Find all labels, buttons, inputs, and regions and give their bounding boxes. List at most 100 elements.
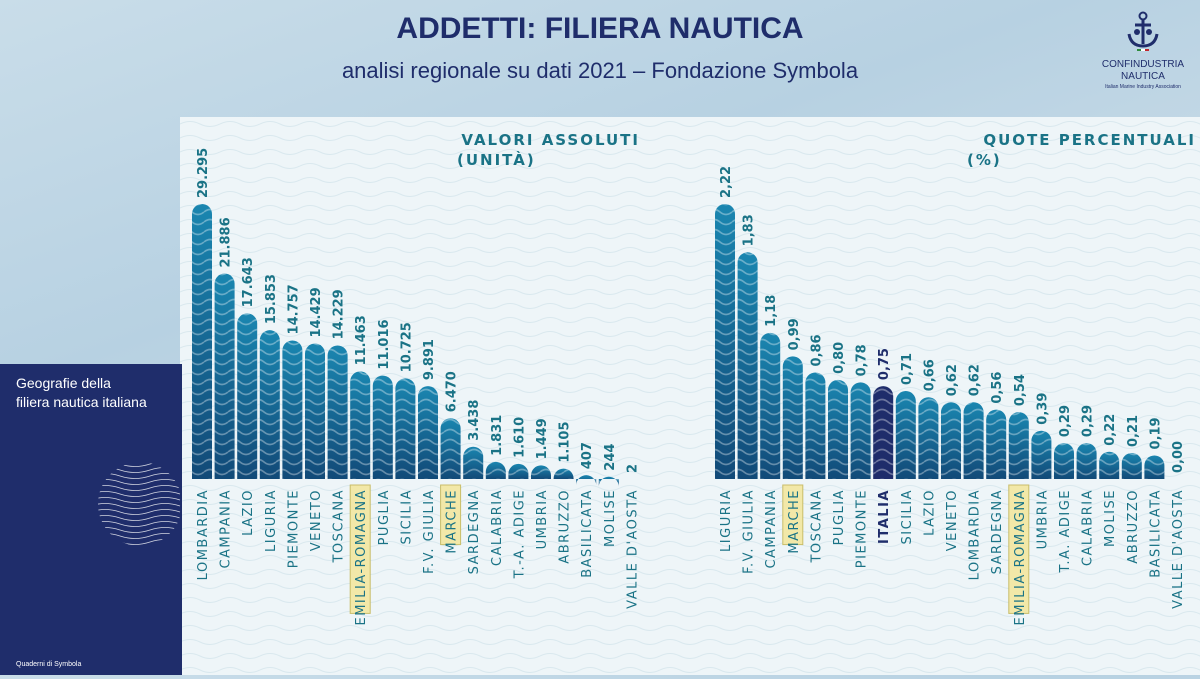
chart2-category-label: PUGLIA bbox=[832, 489, 847, 545]
chart2-value-label: 1,83 bbox=[742, 214, 757, 246]
chart1-value-label: 21.886 bbox=[219, 217, 234, 267]
confindustria-logo: CONFINDUSTRIA NAUTICA Italian Marine Ind… bbox=[1088, 10, 1198, 100]
chart2-bar-texture bbox=[1031, 430, 1052, 479]
chart2-category-label: T.A. ADIGE bbox=[1058, 489, 1073, 574]
chart1-value-label: 407 bbox=[580, 442, 595, 469]
chart1-bar-texture bbox=[440, 418, 461, 479]
chart1-value-label: 1.831 bbox=[490, 415, 505, 456]
chart2-category-label: MOLISE bbox=[1103, 489, 1118, 547]
chart1-value-label: 1.105 bbox=[558, 422, 573, 463]
chart1-category-label: VALLE D'AOSTA bbox=[625, 489, 640, 609]
chart1-value-label: 11.463 bbox=[354, 315, 369, 365]
chart1-value-label: 244 bbox=[603, 444, 618, 471]
chart1-bar-texture bbox=[237, 313, 258, 479]
chart2-value-label: 0,54 bbox=[1013, 374, 1028, 406]
chart1-value-label: 11.016 bbox=[377, 319, 392, 369]
wave-sphere-icon bbox=[98, 462, 181, 545]
chart1-category-label: CALABRIA bbox=[490, 489, 505, 566]
chart1-value-label: 2 bbox=[625, 464, 640, 473]
chart2-category-label: F.V. GIULIA bbox=[742, 489, 757, 574]
chart2-category-label: LAZIO bbox=[922, 489, 937, 536]
chart2-bar-texture bbox=[1144, 455, 1165, 479]
logo-brand-line1: CONFINDUSTRIA bbox=[1101, 59, 1185, 70]
chart1-value-label: 14.429 bbox=[309, 287, 324, 337]
chart2-bar-texture bbox=[1054, 443, 1074, 479]
chart2-category-label: CALABRIA bbox=[1081, 489, 1096, 566]
chart2-value-label: 0,62 bbox=[968, 364, 983, 396]
chart2-title: QUOTE PERCENTUALI bbox=[983, 131, 1196, 149]
chart2-category-label: ITALIA bbox=[877, 489, 892, 544]
chart1-bar-texture bbox=[485, 461, 506, 479]
chart2-bar-texture bbox=[873, 386, 894, 479]
chart1-bar-texture bbox=[214, 273, 235, 479]
chart2-highlight-box bbox=[1008, 484, 1030, 614]
chart1-category-label: MARCHE bbox=[445, 489, 460, 554]
chart1-value-label: 17.643 bbox=[241, 257, 256, 307]
chart2-category-label: SICILIA bbox=[900, 489, 915, 544]
chart1-bar-texture bbox=[598, 476, 619, 487]
chart2-value-label: 0,80 bbox=[832, 342, 847, 374]
chart2-category-label: LIGURIA bbox=[719, 489, 734, 552]
sidebar-footer: Quaderni di Symbola bbox=[16, 661, 82, 668]
charts-canvas: VALORI ASSOLUTI (UNITÀ) QUOTE PERCENTUAL… bbox=[180, 117, 1200, 675]
sidebar-caption-line2: filiera nautica italiana bbox=[16, 394, 147, 410]
chart1-value-label: 14.229 bbox=[332, 289, 347, 339]
chart2-bar-texture bbox=[963, 402, 984, 479]
chart2-value-label: 0,56 bbox=[990, 372, 1005, 404]
chart2-value-label: 0,00 bbox=[1171, 441, 1186, 473]
chart1-category-label: PUGLIA bbox=[377, 489, 392, 545]
sidebar-panel: Geografie della filiera nautica italiana… bbox=[0, 364, 182, 675]
chart1-category-label: VENETO bbox=[309, 489, 324, 551]
chart2-bar-texture bbox=[782, 356, 803, 479]
chart1-bar-texture bbox=[553, 468, 574, 479]
chart1-category-label: ABRUZZO bbox=[558, 489, 573, 564]
chart1-category-label: LAZIO bbox=[241, 489, 256, 536]
chart2-bar-texture bbox=[760, 332, 781, 479]
chart1-bar-texture bbox=[531, 465, 551, 479]
chart-panel: VALORI ASSOLUTI (UNITÀ) QUOTE PERCENTUAL… bbox=[180, 117, 1200, 675]
chart2-value-label: 0,21 bbox=[1126, 415, 1141, 447]
chart2-category-label: BASILICATA bbox=[1148, 489, 1163, 578]
chart1-category-label: LIGURIA bbox=[264, 489, 279, 552]
chart2-unit-label: (%) bbox=[967, 151, 1002, 169]
chart1-value-label: 1.449 bbox=[535, 418, 550, 459]
chart2-bar-texture bbox=[828, 379, 848, 479]
chart1-value-label: 1.610 bbox=[512, 417, 527, 458]
chart2-category-label: LOMBARDIA bbox=[968, 489, 983, 580]
chart2-bar-texture bbox=[941, 402, 961, 479]
chart2-category-label: CAMPANIA bbox=[764, 489, 779, 569]
chart2-bar-texture bbox=[1008, 412, 1029, 479]
chart1-value-label: 9.891 bbox=[422, 339, 437, 380]
chart1-bar-texture bbox=[508, 463, 529, 479]
chart1-title: VALORI ASSOLUTI bbox=[461, 131, 640, 149]
chart2-category-label: SARDEGNA bbox=[990, 489, 1005, 574]
sidebar-caption-line1: Geografie della bbox=[16, 375, 111, 391]
chart2-value-label: 1,18 bbox=[764, 295, 779, 327]
chart1-category-label: UMBRIA bbox=[535, 489, 550, 549]
chart2-category-label: MARCHE bbox=[787, 489, 802, 554]
chart1-unit-label: (UNITÀ) bbox=[457, 150, 536, 169]
chart1-category-label: LOMBARDIA bbox=[196, 489, 211, 580]
chart1-bar-texture bbox=[372, 375, 393, 479]
chart1-bar-texture bbox=[327, 345, 348, 479]
chart2-bar-texture bbox=[805, 372, 826, 479]
chart2-value-label: 0,86 bbox=[809, 334, 824, 366]
chart1-bar-texture bbox=[350, 371, 371, 479]
chart2-bar-texture bbox=[1121, 452, 1142, 479]
chart2-bar-texture bbox=[1076, 443, 1097, 479]
page-title: ADDETTI: FILIERA NAUTICA bbox=[396, 12, 804, 45]
page-subtitle: analisi regionale su dati 2021 – Fondazi… bbox=[341, 58, 859, 83]
chart1-bar-texture bbox=[192, 204, 212, 479]
chart2-highlight-box bbox=[782, 484, 804, 546]
chart1-category-label: TOSCANA bbox=[332, 489, 347, 564]
chart2-category-label: ABRUZZO bbox=[1126, 489, 1141, 564]
chart2-value-label: 2,22 bbox=[719, 166, 734, 198]
chart2-category-label: PIEMONTE bbox=[855, 489, 870, 568]
chart1-value-label: 10.725 bbox=[399, 322, 414, 372]
chart2-category-label: UMBRIA bbox=[1035, 489, 1050, 549]
chart2-category-label: VENETO bbox=[945, 489, 960, 551]
chart1-category-label: MOLISE bbox=[603, 489, 618, 547]
chart2-bars-group: 2,22 LIGURIA 1,83 F.V. GIULIA 1,18 CAMPANIA 0,… bbox=[715, 166, 1186, 625]
chart2-value-label: 0,75 bbox=[877, 348, 892, 380]
chart2-value-label: 0,66 bbox=[922, 359, 937, 391]
